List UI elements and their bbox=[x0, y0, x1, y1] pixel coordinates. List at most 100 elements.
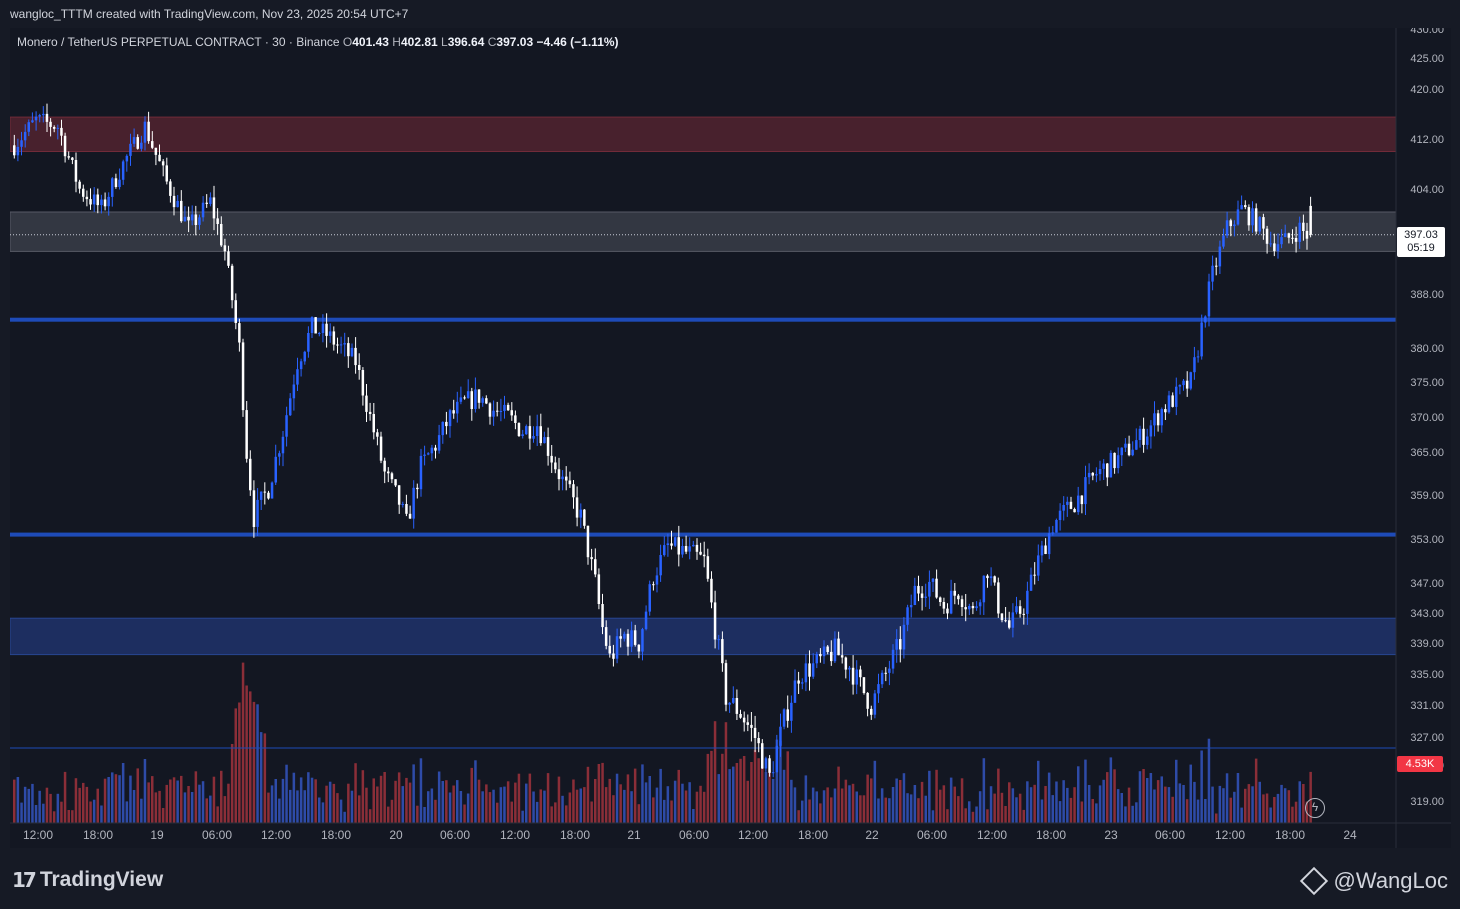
volume-bar bbox=[223, 796, 227, 823]
candle-body bbox=[456, 401, 459, 414]
candle-body bbox=[412, 487, 415, 519]
candle-body bbox=[1051, 532, 1054, 534]
candle bbox=[23, 124, 27, 148]
volume-bar bbox=[263, 733, 267, 823]
volume-bar bbox=[107, 777, 110, 823]
candle-body bbox=[706, 556, 710, 579]
candle-body bbox=[989, 576, 993, 579]
volume-bar bbox=[1164, 786, 1167, 823]
volume-bar bbox=[1247, 784, 1251, 823]
candle-body bbox=[870, 708, 873, 715]
lightning-icon[interactable]: ϟ bbox=[1305, 798, 1325, 818]
candle-body bbox=[499, 411, 503, 412]
candle bbox=[1153, 401, 1156, 437]
candle-body bbox=[1000, 613, 1004, 621]
candle bbox=[688, 537, 691, 560]
candle-body bbox=[85, 196, 89, 200]
volume-bar bbox=[466, 793, 470, 823]
volume-bar bbox=[23, 786, 27, 823]
price-tick-label: 370.00 bbox=[1410, 412, 1444, 424]
candle-body bbox=[666, 543, 670, 545]
candle-body bbox=[688, 546, 691, 552]
candle bbox=[793, 669, 797, 703]
candle bbox=[699, 542, 702, 556]
candle bbox=[724, 659, 728, 712]
candle-body bbox=[699, 551, 702, 555]
volume-bar bbox=[688, 782, 691, 823]
candle bbox=[670, 530, 673, 550]
candle bbox=[1138, 425, 1142, 448]
volume-bar bbox=[1204, 799, 1207, 823]
candle bbox=[1211, 255, 1214, 291]
price-chart[interactable]: 430.00 425.00 420.00 412.00 404.00 388.00 380.… bbox=[10, 28, 1451, 848]
candle-body bbox=[859, 669, 862, 678]
candle-body bbox=[1004, 620, 1007, 622]
candle bbox=[143, 116, 147, 151]
candle-body bbox=[1149, 425, 1153, 437]
candle bbox=[1047, 526, 1051, 560]
candle bbox=[325, 313, 328, 348]
candle-body bbox=[677, 537, 680, 555]
candle bbox=[256, 488, 259, 536]
candle-body bbox=[310, 317, 314, 333]
candle bbox=[801, 678, 804, 690]
volume-bar bbox=[49, 793, 52, 823]
candle bbox=[1062, 496, 1065, 521]
candle bbox=[1160, 407, 1163, 433]
volume-bar bbox=[1058, 801, 1062, 823]
candle bbox=[768, 755, 771, 777]
candle-body bbox=[702, 554, 706, 557]
candle-body bbox=[448, 410, 452, 427]
candle bbox=[753, 715, 757, 753]
volume-bar bbox=[1233, 791, 1236, 823]
candle bbox=[140, 135, 143, 152]
candle-body bbox=[848, 667, 851, 670]
candle bbox=[198, 214, 201, 230]
candle-body bbox=[132, 137, 136, 144]
candle-body bbox=[543, 437, 546, 444]
candle bbox=[1142, 417, 1145, 453]
candle bbox=[267, 490, 270, 500]
volume-bar bbox=[946, 809, 949, 823]
candle-body bbox=[1062, 505, 1065, 511]
candle bbox=[782, 708, 786, 730]
candle-body bbox=[100, 199, 103, 206]
candle-body bbox=[234, 300, 237, 323]
candle-body bbox=[928, 581, 931, 597]
volume-bar bbox=[826, 787, 829, 823]
candle-body bbox=[1135, 440, 1138, 450]
candle bbox=[637, 644, 641, 659]
candle-body bbox=[830, 651, 833, 662]
candle-body bbox=[445, 421, 448, 427]
volume-bar bbox=[405, 777, 408, 823]
volume-bar bbox=[644, 782, 648, 823]
volume-bar bbox=[1127, 787, 1131, 823]
candle bbox=[684, 535, 688, 555]
candle-body bbox=[408, 513, 412, 519]
candle bbox=[1095, 467, 1098, 483]
volume-bar bbox=[506, 781, 510, 823]
candle bbox=[561, 470, 564, 491]
volume-bar bbox=[565, 805, 568, 823]
candle bbox=[746, 714, 749, 732]
candle bbox=[742, 711, 746, 732]
volume-bar bbox=[546, 773, 550, 823]
volume-bar bbox=[601, 762, 604, 823]
tradingview-logo[interactable]: 17 TradingView bbox=[12, 868, 163, 892]
candle-body bbox=[670, 543, 673, 546]
volume-bar bbox=[477, 779, 481, 823]
volume-bar bbox=[1167, 787, 1171, 823]
volume-bar bbox=[158, 790, 161, 823]
price-tick-label: 375.00 bbox=[1410, 377, 1444, 389]
candle bbox=[982, 575, 986, 615]
candle bbox=[993, 575, 996, 586]
candle-body bbox=[568, 480, 572, 485]
candle-body bbox=[416, 487, 419, 490]
candle-body bbox=[663, 545, 666, 556]
time-tick-label: 18:00 bbox=[1036, 828, 1066, 842]
candle-body bbox=[597, 574, 601, 604]
candle-body bbox=[630, 630, 633, 647]
volume-bar bbox=[416, 805, 419, 823]
volume-bar bbox=[1225, 773, 1229, 823]
candle-body bbox=[1222, 235, 1225, 247]
